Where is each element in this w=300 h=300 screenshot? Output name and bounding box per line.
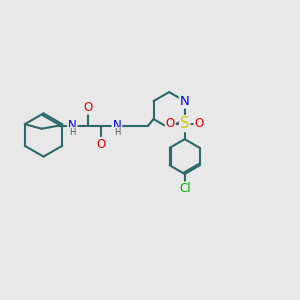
Text: N: N — [68, 118, 76, 132]
Text: H: H — [69, 128, 75, 137]
Text: O: O — [194, 117, 204, 130]
Text: S: S — [180, 116, 189, 131]
Text: O: O — [166, 117, 175, 130]
Text: N: N — [180, 94, 190, 108]
Text: Cl: Cl — [179, 182, 190, 196]
Text: N: N — [112, 118, 121, 132]
Text: H: H — [114, 128, 120, 137]
Text: O: O — [97, 138, 106, 151]
Text: O: O — [83, 100, 92, 114]
